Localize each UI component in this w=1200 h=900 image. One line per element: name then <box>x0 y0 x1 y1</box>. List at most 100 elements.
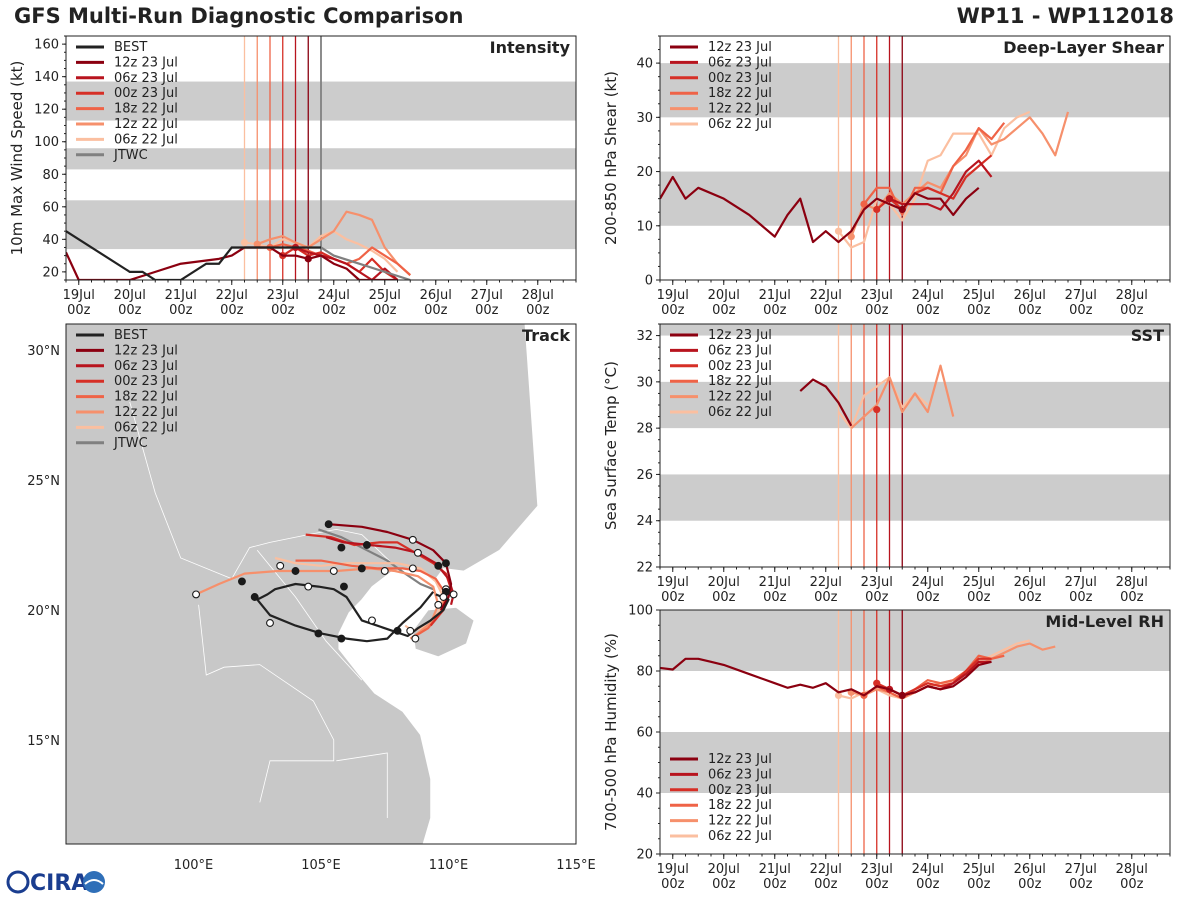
track-best-marker <box>337 634 346 643</box>
intensity-init-marker <box>253 240 261 248</box>
track-best-marker <box>314 629 323 638</box>
track-best-marker <box>304 582 313 591</box>
cira-logo-ring <box>6 870 30 894</box>
sst-plot-area <box>660 324 1170 567</box>
intensity-init-marker <box>304 255 312 263</box>
intensity-xtick-label-hour: 00z <box>424 303 448 318</box>
rh-legend-label: 06z 22 Jul <box>708 829 772 844</box>
sst-xtick-label-date: 26Jul <box>1014 575 1046 590</box>
shear-xtick-label-hour: 00z <box>1069 303 1093 318</box>
track-run-4-marker <box>192 590 201 599</box>
rh-xtick-label-hour: 00z <box>967 877 991 892</box>
rh-xtick-label-date: 26Jul <box>1014 862 1046 877</box>
shear-xtick-label-date: 24Jul <box>912 288 944 303</box>
intensity-xtick-label-date: 22Jul <box>216 288 248 303</box>
intensity-xtick-label-hour: 00z <box>373 303 397 318</box>
intensity-legend-label: 18z 22 Jul <box>114 102 178 117</box>
track-run-4-marker <box>291 567 300 575</box>
shear-plot-area <box>660 36 1170 280</box>
intensity-ytick-label: 40 <box>42 233 59 248</box>
intensity-ytick-label: 120 <box>34 103 59 118</box>
track-run-1-marker <box>449 590 458 599</box>
track-run-0-marker <box>408 535 417 544</box>
track-title: Track <box>522 326 570 345</box>
shear-series-2 <box>876 154 993 211</box>
rh-plot-area <box>660 610 1170 854</box>
shear-xtick-label-date: 23Jul <box>861 288 893 303</box>
sst-xtick-label-date: 24Jul <box>912 575 944 590</box>
track-legend-label: 18z 22 Jul <box>114 390 178 405</box>
intensity-series-1 <box>295 246 399 280</box>
shear-legend-label: 06z 23 Jul <box>708 55 772 70</box>
intensity-xtick-label-date: 24Jul <box>318 288 350 303</box>
shear-xtick-label-hour: 00z <box>916 303 940 318</box>
rh-ytick-label: 60 <box>636 726 653 741</box>
intensity-xtick-label-hour: 00z <box>67 303 91 318</box>
track-run-5-marker <box>329 567 338 575</box>
track-lat-label: 25°N <box>27 474 60 489</box>
track-run-2-marker <box>434 561 443 570</box>
track-legend-label: 12z 22 Jul <box>114 405 178 420</box>
shear-legend-label: 00z 23 Jul <box>708 71 772 86</box>
shear-ylabel: 200-850 hPa Shear (kt) <box>602 71 620 245</box>
rh-ytick-label: 100 <box>628 604 653 619</box>
land-border <box>198 604 335 803</box>
track-best-marker <box>250 593 259 601</box>
track-frame <box>65 323 577 845</box>
intensity-xtick-label-hour: 00z <box>322 303 346 318</box>
track-run-2-marker <box>362 541 371 549</box>
rh-xtick-label-hour: 00z <box>814 877 838 892</box>
intensity-xtick-label-date: 19Jul <box>63 288 95 303</box>
intensity-xtick-label-hour: 00z <box>118 303 142 318</box>
sst-xtick-label-hour: 00z <box>967 590 991 605</box>
track-legend-label: 12z 23 Jul <box>114 343 178 358</box>
intensity-legend-label: 12z 23 Jul <box>114 55 178 70</box>
rh-xtick-label-hour: 00z <box>712 877 736 892</box>
rh-xtick-label-hour: 00z <box>916 877 940 892</box>
sst-xtick-label-hour: 00z <box>814 590 838 605</box>
track-run-5-marker <box>439 593 448 601</box>
shear-xtick-label-hour: 00z <box>865 303 889 318</box>
intensity-xtick-label-date: 26Jul <box>420 288 452 303</box>
shear-init-marker <box>860 200 868 208</box>
shear-ytick-label: 40 <box>636 57 653 72</box>
intensity-xtick-label-hour: 00z <box>220 303 244 318</box>
intensity-title: Intensity <box>490 38 571 57</box>
track-lat-label: 30°N <box>27 344 60 359</box>
track-legend-label: 06z 22 Jul <box>114 420 178 435</box>
rh-title: Mid-Level RH <box>1045 612 1164 631</box>
track-run-4-marker <box>238 577 246 586</box>
intensity-legend-label: 12z 22 Jul <box>114 117 178 132</box>
rh-xtick-label-hour: 00z <box>763 877 787 892</box>
shear-init-marker <box>834 227 843 235</box>
land-border <box>256 549 363 681</box>
intensity-xtick-label-hour: 00z <box>271 303 295 318</box>
shear-panel: 01020304019Jul00z20Jul00z21Jul00z22Jul00… <box>602 35 1171 318</box>
intensity-legend-label: BEST <box>114 40 147 55</box>
sst-xtick-label-date: 25Jul <box>963 575 995 590</box>
shear-legend-label: 06z 22 Jul <box>708 117 772 132</box>
track-run-1-marker <box>413 548 422 557</box>
shear-ytick-label: 10 <box>636 219 653 234</box>
intensity-jtwc-series <box>320 246 411 280</box>
intensity-xtick-label-hour: 00z <box>169 303 193 318</box>
sst-xtick-label-hour: 00z <box>1120 590 1144 605</box>
shear-xtick-label-date: 25Jul <box>963 288 995 303</box>
track-best-marker <box>393 626 402 635</box>
intensity-xtick-label-hour: 00z <box>526 303 550 318</box>
rh-ytick-label: 40 <box>636 787 653 802</box>
intensity-best-series <box>66 230 321 280</box>
track-run-3-marker <box>357 564 366 573</box>
sst-legend-label: 18z 22 Jul <box>708 374 772 389</box>
intensity-ytick-label: 80 <box>42 168 59 183</box>
track-legend-label: 00z 23 Jul <box>114 374 178 389</box>
track-run-4-marker <box>411 634 420 643</box>
rh-legend-label: 12z 23 Jul <box>708 752 772 767</box>
track-run-5-marker <box>406 626 415 635</box>
sst-ytick-label: 26 <box>636 468 653 483</box>
track-run-5-marker <box>276 561 285 570</box>
rh-ytick-label: 20 <box>636 848 653 863</box>
sst-xtick-label-hour: 00z <box>1069 590 1093 605</box>
shear-init-marker <box>873 205 881 214</box>
sst-init-marker <box>873 406 881 414</box>
